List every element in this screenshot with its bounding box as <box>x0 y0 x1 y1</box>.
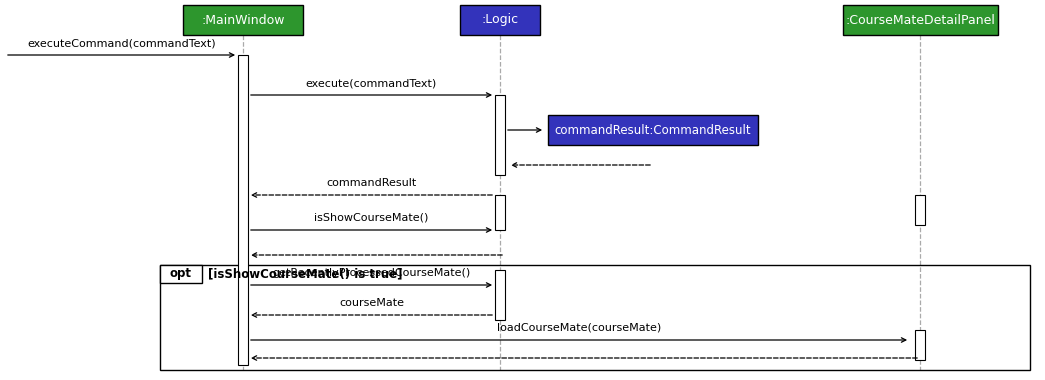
FancyBboxPatch shape <box>460 5 540 35</box>
Text: courseMate: courseMate <box>339 298 404 308</box>
Text: commandResult:CommandResult: commandResult:CommandResult <box>555 124 751 136</box>
FancyBboxPatch shape <box>842 5 998 35</box>
FancyBboxPatch shape <box>495 195 505 230</box>
FancyBboxPatch shape <box>160 265 202 283</box>
Text: execute(commandText): execute(commandText) <box>306 78 437 88</box>
FancyBboxPatch shape <box>495 270 505 320</box>
Text: commandResult: commandResult <box>326 178 417 188</box>
Text: :MainWindow: :MainWindow <box>202 14 284 27</box>
Text: [isShowCourseMate() is true]: [isShowCourseMate() is true] <box>208 268 402 280</box>
Text: executeCommand(commandText): executeCommand(commandText) <box>27 38 216 48</box>
Text: isShowCourseMate(): isShowCourseMate() <box>315 213 428 223</box>
FancyBboxPatch shape <box>495 95 505 175</box>
FancyBboxPatch shape <box>915 195 925 225</box>
Text: :Logic: :Logic <box>482 14 518 27</box>
FancyBboxPatch shape <box>238 55 248 365</box>
Text: getRecentlyProcessedCourseMate(): getRecentlyProcessedCourseMate() <box>273 268 470 278</box>
FancyBboxPatch shape <box>183 5 303 35</box>
FancyBboxPatch shape <box>548 115 758 145</box>
Text: loadCourseMate(courseMate): loadCourseMate(courseMate) <box>496 323 661 333</box>
Text: opt: opt <box>170 268 192 280</box>
FancyBboxPatch shape <box>915 330 925 360</box>
Text: :CourseMateDetailPanel: :CourseMateDetailPanel <box>845 14 995 27</box>
